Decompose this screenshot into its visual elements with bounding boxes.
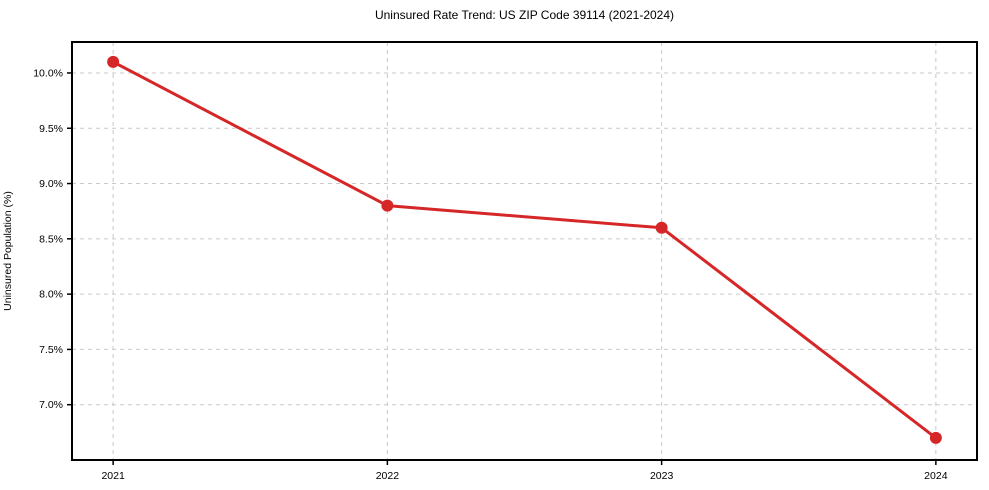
chart-title: Uninsured Rate Trend: US ZIP Code 39114 … — [374, 8, 675, 22]
trend-line — [111, 60, 938, 440]
y-tick-label: 10.0% — [33, 67, 63, 79]
x-tick-label: 2021 — [101, 470, 125, 482]
x-tick-label: 2024 — [924, 470, 948, 482]
data-point — [107, 55, 120, 68]
y-tick-label: 7.5% — [39, 344, 63, 356]
data-point — [381, 199, 394, 212]
y-tick-label: 8.0% — [39, 289, 63, 301]
plot-border — [71, 41, 978, 461]
data-point — [929, 431, 942, 444]
x-tick-label: 2022 — [376, 470, 400, 482]
x-tick-label: 2023 — [650, 470, 674, 482]
y-tick-label: 9.0% — [39, 178, 63, 190]
y-tick-label: 9.5% — [39, 123, 63, 135]
data-point — [655, 221, 668, 234]
y-tick-label: 8.5% — [39, 233, 63, 245]
y-tick-label: 7.0% — [39, 399, 63, 411]
